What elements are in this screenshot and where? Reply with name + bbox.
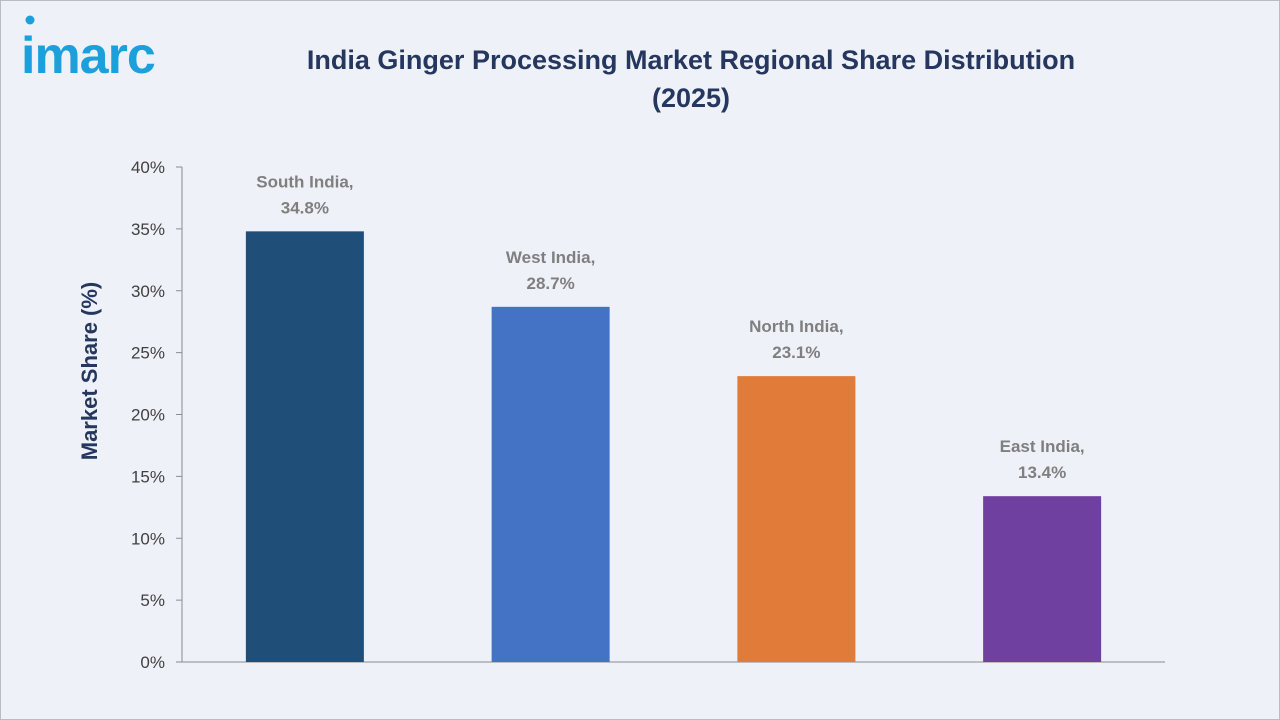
y-tick-label: 10%: [131, 529, 165, 548]
data-label: North India, 23.1%: [749, 317, 843, 362]
bars: [245, 231, 1102, 662]
y-tick-label: 0%: [140, 653, 165, 672]
bar-east-india: [983, 496, 1102, 662]
data-labels: South India, 34.8% West India, 28.7% North I…: [256, 172, 1084, 482]
bar-west-india: [491, 306, 610, 662]
data-label-category: West India,: [506, 248, 595, 267]
y-tick-label: 25%: [131, 344, 165, 363]
chart-title-year: (2025): [651, 83, 731, 113]
data-label-category: North India,: [749, 317, 843, 336]
imarc-logo: imarc: [21, 15, 156, 85]
data-label-value: 34.8%: [281, 198, 329, 217]
bar-north-india: [737, 376, 856, 662]
data-label-value: 13.4%: [1018, 463, 1066, 482]
y-tick-label: 5%: [140, 591, 165, 610]
y-axis-label: Market Share (%): [77, 282, 102, 461]
data-label: East India, 13.4%: [1000, 437, 1085, 482]
chart-title: India Ginger Processing Market Regional …: [241, 41, 1141, 117]
y-tick-label: 30%: [131, 282, 165, 301]
data-label: West India, 28.7%: [506, 248, 595, 293]
data-label-category: South India,: [256, 172, 353, 191]
data-label-value: 28.7%: [527, 274, 575, 293]
y-tick-label: 15%: [131, 467, 165, 486]
data-label-value: 23.1%: [772, 343, 820, 362]
data-label-category: East India,: [1000, 437, 1085, 456]
svg-text:imarc: imarc: [21, 27, 155, 85]
y-tick-label: 20%: [131, 406, 165, 425]
y-tick-label: 35%: [131, 220, 165, 239]
y-tick-label: 40%: [131, 158, 165, 177]
bar-south-india: [245, 231, 364, 662]
data-label: South India, 34.8%: [256, 172, 353, 217]
chart-title-main: India Ginger Processing Market Regional …: [306, 45, 1076, 75]
